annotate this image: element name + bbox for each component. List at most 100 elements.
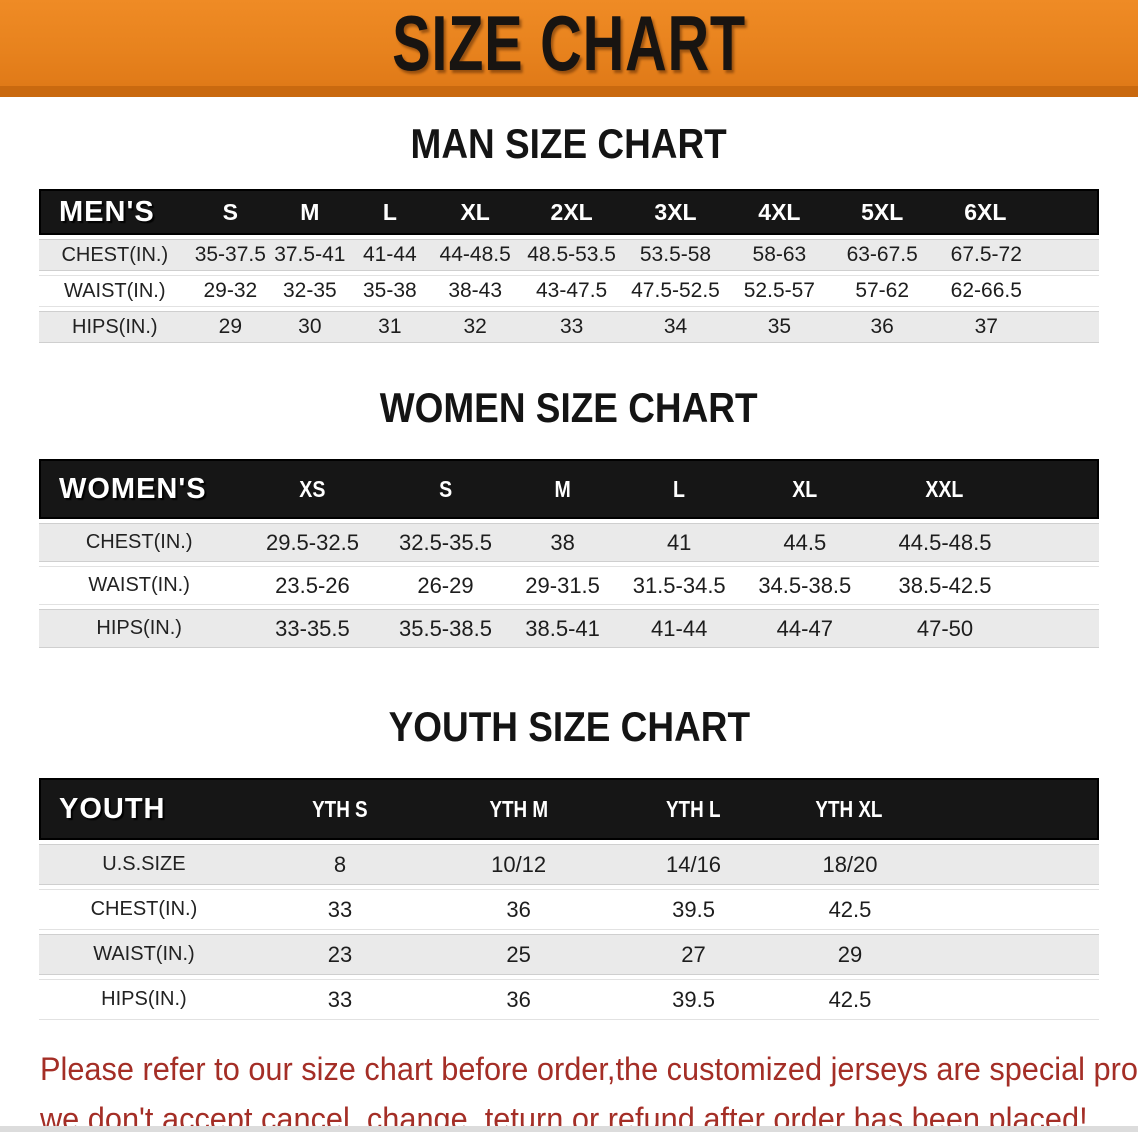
column-header-cell: YTH XL <box>780 778 1099 840</box>
row-label-cell: WAIST(IN.) <box>39 934 249 975</box>
table-row: HIPS(IN.) 33 36 39.5 42.5 <box>39 979 1099 1020</box>
value-cell: 34.5-38.5 <box>738 566 872 605</box>
value-cell: 34 <box>623 311 728 343</box>
value-cell: 36 <box>431 889 607 930</box>
column-header-cell: L <box>349 189 431 235</box>
value-cell: 35-37.5 <box>190 239 271 271</box>
banner-title: SIZE CHART <box>392 0 746 87</box>
column-header-cell: XXL <box>871 459 1099 519</box>
column-header-cell: L <box>619 459 739 519</box>
value-cell: 36 <box>830 311 934 343</box>
column-header-text: YTH XL <box>815 795 883 822</box>
youth-size-table: YOUTH YTH S YTH M YTH L YTH XL U.S.SIZE 8 10/12… <box>39 774 1099 1024</box>
value-cell: 38.5-42.5 <box>871 566 1099 605</box>
value-cell: 31 <box>349 311 431 343</box>
value-cell: 26-29 <box>385 566 506 605</box>
column-header-cell: YTH L <box>606 778 781 840</box>
value-cell: 63-67.5 <box>830 239 934 271</box>
table-title-cell: MEN'S <box>39 189 191 235</box>
men-size-table-container: MEN'S S M L XL 2XL 3XL 4XL 5XL 6XL CHEST(IN.) 35-37… <box>0 185 1138 347</box>
column-header-cell: S <box>190 189 271 235</box>
column-header-text: M <box>300 198 320 225</box>
row-label-cell: WAIST(IN.) <box>39 566 240 605</box>
value-cell: 44.5-48.5 <box>871 523 1099 562</box>
value-cell: 44-48.5 <box>430 239 521 271</box>
value-cell: 23.5-26 <box>239 566 386 605</box>
value-cell: 33 <box>248 889 432 930</box>
value-cell: 33-35.5 <box>239 609 386 648</box>
value-cell: 47.5-52.5 <box>623 275 728 307</box>
value-cell: 39.5 <box>606 889 781 930</box>
women-size-chart-heading-text: WOMEN SIZE CHART <box>380 384 758 431</box>
value-cell: 37 <box>933 311 1099 343</box>
column-header-text: S <box>438 475 452 502</box>
value-cell: 42.5 <box>780 979 1099 1020</box>
column-header-cell: 3XL <box>623 189 728 235</box>
value-cell: 29 <box>190 311 271 343</box>
value-cell: 18/20 <box>780 844 1099 885</box>
column-header-cell: YTH S <box>248 778 432 840</box>
value-cell: 29.5-32.5 <box>239 523 386 562</box>
column-header-text: YTH S <box>312 795 368 822</box>
value-cell: 33 <box>520 311 624 343</box>
disclaimer-line-1: Please refer to our size chart before or… <box>40 1051 1138 1087</box>
column-header-text: MEN'S <box>59 195 155 228</box>
header-row: WOMEN'S XS S M L XL XXL <box>39 459 1099 519</box>
value-cell: 32-35 <box>270 275 350 307</box>
value-cell: 29 <box>780 934 1099 975</box>
value-cell: 27 <box>606 934 781 975</box>
value-cell: 53.5-58 <box>623 239 728 271</box>
value-cell: 36 <box>431 979 607 1020</box>
value-cell: 39.5 <box>606 979 781 1020</box>
column-header-text: 3XL <box>654 198 697 225</box>
value-cell: 57-62 <box>830 275 934 307</box>
column-header-cell: 2XL <box>520 189 624 235</box>
row-label-cell: CHEST(IN.) <box>39 239 191 271</box>
row-label-cell: WAIST(IN.) <box>39 275 191 307</box>
table-row: CHEST(IN.) 35-37.5 37.5-41 41-44 44-48.5 48.5… <box>39 239 1099 271</box>
table-title-cell: WOMEN'S <box>39 459 240 519</box>
value-cell: 23 <box>248 934 432 975</box>
column-header-cell: 5XL <box>830 189 934 235</box>
value-cell: 33 <box>248 979 432 1020</box>
value-cell: 38 <box>505 523 620 562</box>
column-header-cell: 4XL <box>727 189 831 235</box>
value-cell: 35 <box>727 311 831 343</box>
column-header-cell: 6XL <box>933 189 1099 235</box>
column-header-text: 6XL <box>964 198 1007 225</box>
value-cell: 29-32 <box>190 275 271 307</box>
value-cell: 41-44 <box>619 609 739 648</box>
column-header-text: XS <box>299 475 326 502</box>
header-row: YOUTH YTH S YTH M YTH L YTH XL <box>39 778 1099 840</box>
table-row: WAIST(IN.) 29-32 32-35 35-38 38-43 43-47.5 47.… <box>39 275 1099 307</box>
value-cell: 31.5-34.5 <box>619 566 739 605</box>
row-label-cell: U.S.SIZE <box>39 844 249 885</box>
column-header-text: XL <box>792 475 818 502</box>
value-cell: 62-66.5 <box>933 275 1099 307</box>
value-cell: 67.5-72 <box>933 239 1099 271</box>
table-title-cell: YOUTH <box>39 778 249 840</box>
column-header-cell: XS <box>239 459 386 519</box>
value-cell: 44.5 <box>738 523 872 562</box>
value-cell: 35-38 <box>349 275 431 307</box>
row-label-cell: HIPS(IN.) <box>39 979 249 1020</box>
table-row: CHEST(IN.) 29.5-32.5 32.5-35.5 38 41 44.5 44.5… <box>39 523 1099 562</box>
men-size-chart-heading: MAN SIZE CHART <box>0 123 1138 165</box>
header-row: MEN'S S M L XL 2XL 3XL 4XL 5XL 6XL <box>39 189 1099 235</box>
value-cell: 58-63 <box>727 239 831 271</box>
women-size-table: WOMEN'S XS S M L XL XXL CHEST(IN.) 29.5-32.5 32.5… <box>39 455 1099 652</box>
value-cell: 14/16 <box>606 844 781 885</box>
value-cell: 35.5-38.5 <box>385 609 506 648</box>
value-cell: 30 <box>270 311 350 343</box>
table-row: U.S.SIZE 8 10/12 14/16 18/20 <box>39 844 1099 885</box>
women-size-table-container: WOMEN'S XS S M L XL XXL CHEST(IN.) 29.5-32.5 32.5… <box>0 455 1138 652</box>
value-cell: 10/12 <box>431 844 607 885</box>
table-row: HIPS(IN.) 29 30 31 32 33 34 35 36 37 <box>39 311 1099 343</box>
value-cell: 43-47.5 <box>520 275 624 307</box>
column-header-text: YTH M <box>489 795 548 822</box>
table-row: HIPS(IN.) 33-35.5 35.5-38.5 38.5-41 41-44 44-… <box>39 609 1099 648</box>
row-label-cell: CHEST(IN.) <box>39 523 240 562</box>
value-cell: 37.5-41 <box>270 239 350 271</box>
value-cell: 41-44 <box>349 239 431 271</box>
column-header-cell: M <box>505 459 620 519</box>
